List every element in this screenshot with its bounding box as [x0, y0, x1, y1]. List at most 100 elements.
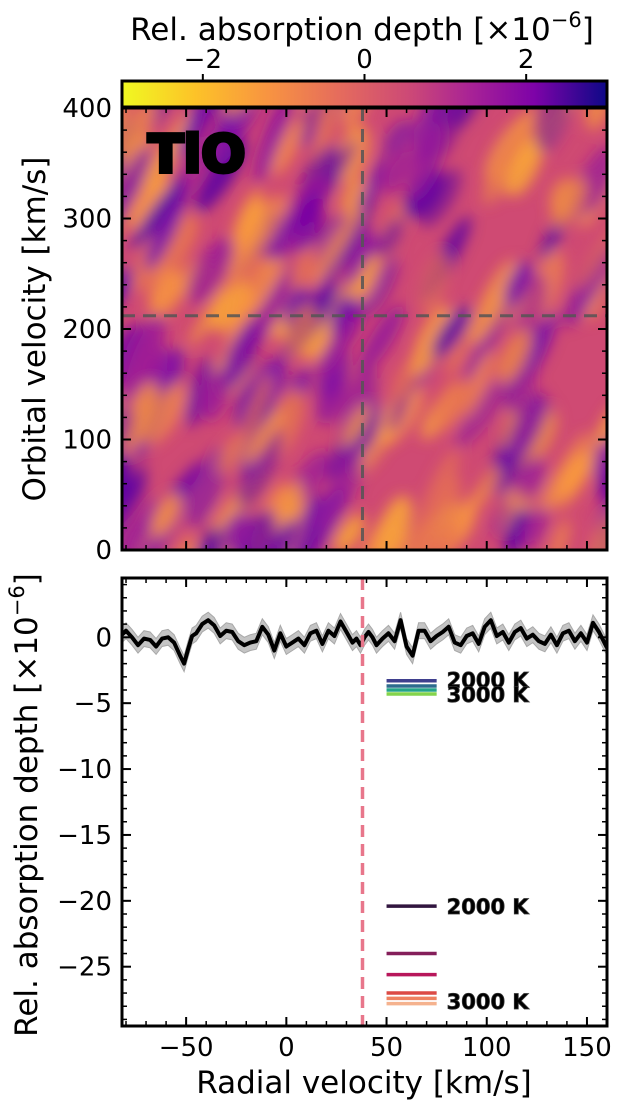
heatmap-blob: [503, 260, 533, 308]
heatmap-blob: [470, 259, 517, 344]
y-tick-label: 300: [62, 205, 112, 235]
colorbar-ticks: −2 0 2: [184, 45, 535, 81]
y-tick-label: 0: [95, 623, 112, 653]
y-tick-label: −20: [57, 887, 112, 917]
heatmap-blob: [362, 256, 399, 317]
heatmap-blob: [514, 457, 547, 502]
x-axis-label: Radial velocity [km/s]: [196, 1065, 532, 1101]
heatmap-blob: [284, 522, 321, 550]
heatmap-blob: [130, 176, 185, 250]
heatmap-blob: [595, 401, 607, 446]
y-tick-label: −15: [57, 821, 112, 851]
heatmap-blob: [148, 269, 183, 313]
heatmap-blob: [187, 237, 235, 305]
heatmap-blob: [507, 134, 544, 197]
heatmap-blob: [514, 272, 548, 345]
heatmap-blob: [455, 376, 508, 448]
heatmap-blob: [236, 508, 277, 550]
heatmap-blob: [150, 493, 181, 537]
heatmap-blob: [209, 280, 250, 333]
heatmap-blob: [122, 497, 159, 550]
heatmap-panel: TiO 0 100 200 300 400: [62, 94, 609, 566]
heatmap-blob: [317, 311, 364, 373]
heatmap-blob: [88, 455, 122, 532]
heatmap-blob: [309, 205, 363, 287]
heatmap-blob: [402, 168, 444, 219]
heatmap-blob: [237, 427, 282, 510]
heatmap-y-axis-label: Orbital velocity [km/s]: [17, 157, 53, 502]
heatmap-blob: [334, 514, 365, 550]
heatmap-blob: [419, 251, 450, 314]
heatmap-blob: [226, 194, 288, 274]
heatmap-blob: [411, 305, 452, 376]
heatmap-blob: [152, 108, 180, 128]
heatmap-blob: [504, 506, 530, 550]
heatmap-blob: [462, 295, 513, 383]
heatmap-blob: [490, 499, 513, 537]
heatmap-blob: [122, 266, 136, 310]
heatmap-blob: [227, 108, 263, 148]
heatmap-blob: [375, 495, 413, 550]
heatmap-blob: [339, 365, 378, 443]
heatmap-blob: [534, 108, 573, 153]
heatmap-blob: [384, 149, 410, 196]
heatmap-blob: [511, 364, 538, 415]
heatmap-blob: [141, 139, 180, 193]
heatmap-blob: [592, 402, 607, 480]
heatmap-blob: [251, 275, 292, 345]
heatmap-blob: [548, 519, 570, 550]
colorbar-tick-label: 0: [356, 45, 373, 75]
uncertainty-band: [122, 611, 607, 673]
y-tick-label: 0: [95, 536, 112, 566]
temperature-label: 2000 K: [447, 895, 530, 919]
line-panel-y-axis-label: Rel. absorption depth [×10−6]: [5, 573, 45, 1037]
y-tick-label: 400: [62, 94, 112, 124]
heatmap-blob: [122, 314, 166, 404]
y-tick-label: −25: [57, 953, 112, 983]
heatmap-blob: [350, 255, 379, 302]
heatmap-blob: [462, 349, 495, 417]
x-tick-label: 50: [370, 1033, 403, 1063]
heatmap-blob: [122, 145, 152, 227]
x-tick-label: −50: [159, 1033, 214, 1063]
heatmap-blob: [142, 383, 186, 446]
heatmap-blob: [482, 162, 513, 205]
colorbar-tick-label: −2: [184, 45, 222, 75]
heatmap-blob: [252, 108, 291, 185]
x-tick-label: 150: [562, 1033, 612, 1063]
heatmap-blob: [585, 108, 607, 131]
heatmap-blob: [341, 108, 380, 129]
heatmap-blob: [519, 506, 549, 550]
heatmap-blob: [243, 408, 284, 465]
heatmap-blob: [343, 237, 375, 286]
heatmap-blob: [188, 526, 222, 550]
x-tick-label: 0: [278, 1033, 295, 1063]
heatmap-blob: [122, 322, 146, 396]
heatmap-blob: [223, 511, 254, 550]
heatmap-blob: [532, 418, 555, 459]
heatmap-blob: [576, 222, 607, 291]
colorbar-tick-label: 2: [518, 45, 535, 75]
heatmap-blob: [291, 190, 322, 235]
temperature-label: 3000 K: [447, 683, 530, 707]
heatmap-blob: [216, 435, 245, 474]
heatmap-blob: [284, 245, 315, 302]
panel-label-tio: TiO: [148, 125, 246, 185]
heatmap-blob: [327, 442, 363, 514]
line-panel-frame: [120, 576, 609, 1028]
heatmap-blob: [427, 522, 460, 550]
heatmap-blob: [419, 168, 462, 228]
heatmap-blob: [432, 305, 472, 358]
x-tick-label: 100: [462, 1033, 512, 1063]
heatmap-blob: [184, 356, 215, 428]
heatmap-blob: [445, 325, 476, 376]
line-panel-ticks: −50 0 50 100 150 0 −5 −10 −15 −20 −25: [57, 578, 612, 1063]
y-tick-label: −5: [74, 689, 112, 719]
heatmap-blob: [528, 311, 558, 373]
heatmap-ticks: 0 100 200 300 400: [62, 94, 608, 566]
heatmap-blob: [508, 392, 547, 460]
y-tick-label: 200: [62, 315, 112, 345]
heatmap-blob: [218, 309, 263, 396]
